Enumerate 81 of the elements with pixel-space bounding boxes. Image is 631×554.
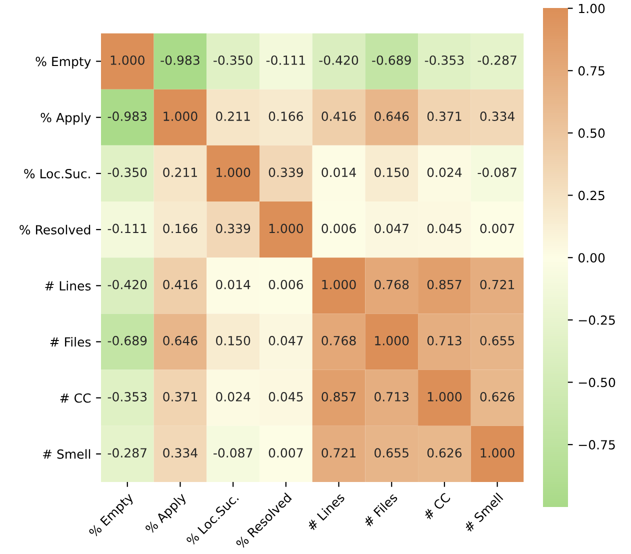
data-label: 0.339 bbox=[268, 168, 303, 178]
data-label: -0.689 bbox=[372, 55, 411, 65]
data-label: 0.045 bbox=[268, 392, 303, 402]
data-label: 0.339 bbox=[216, 224, 250, 234]
data-label: -0.087 bbox=[214, 448, 252, 458]
data-label: 0.721 bbox=[322, 448, 356, 458]
data-label: 0.713 bbox=[374, 392, 409, 402]
data-label: 0.006 bbox=[322, 224, 356, 234]
y-tick-label: # Smell bbox=[43, 449, 90, 459]
color-bar-label: −0.50 bbox=[578, 378, 616, 388]
data-label: 0.024 bbox=[427, 168, 462, 178]
data-label: 0.024 bbox=[216, 392, 250, 402]
data-label: 0.768 bbox=[322, 336, 356, 346]
data-label: 1.000 bbox=[110, 55, 144, 65]
data-label: -0.287 bbox=[108, 448, 146, 458]
data-label: 0.416 bbox=[163, 280, 198, 290]
data-label: 0.014 bbox=[322, 168, 356, 178]
data-label: -0.287 bbox=[478, 55, 516, 65]
data-label: 1.000 bbox=[216, 168, 250, 178]
x-tick-label: # CC bbox=[422, 492, 451, 520]
data-label: 0.047 bbox=[374, 224, 408, 234]
color-bar-label: −0.25 bbox=[578, 315, 615, 325]
data-label: 0.150 bbox=[374, 168, 409, 178]
y-tick-label: # Lines bbox=[45, 280, 91, 291]
data-label: 0.713 bbox=[427, 336, 462, 346]
data-label: 0.721 bbox=[480, 280, 514, 290]
data-label: -0.689 bbox=[108, 336, 147, 346]
data-label: -0.983 bbox=[160, 55, 200, 65]
y-tick-label: % Empty bbox=[36, 56, 91, 69]
data-label: 0.007 bbox=[480, 224, 514, 234]
data-label: 0.626 bbox=[480, 392, 514, 402]
color-bar-label: 0.00 bbox=[578, 253, 605, 263]
data-label: -0.111 bbox=[108, 224, 146, 234]
data-label: 0.150 bbox=[216, 336, 250, 346]
data-label: -0.983 bbox=[108, 112, 147, 122]
data-label: 1.000 bbox=[164, 112, 198, 122]
data-label: 0.857 bbox=[322, 392, 356, 402]
data-label: 0.014 bbox=[216, 280, 250, 290]
data-label: -0.353 bbox=[108, 392, 147, 402]
color-bar-label: 1.00 bbox=[578, 4, 605, 14]
data-label: -0.087 bbox=[478, 168, 516, 178]
data-label: 0.211 bbox=[216, 112, 250, 122]
data-label: -0.420 bbox=[108, 280, 147, 290]
data-label: 0.166 bbox=[268, 112, 304, 122]
data-label: -0.420 bbox=[319, 55, 358, 65]
data-label: -0.350 bbox=[108, 168, 147, 178]
data-label: 0.416 bbox=[322, 112, 356, 122]
data-label: 1.000 bbox=[269, 224, 303, 234]
data-label: 1.000 bbox=[322, 280, 356, 290]
data-label: 0.768 bbox=[374, 280, 409, 290]
data-label: 0.371 bbox=[163, 392, 197, 402]
data-label: 0.655 bbox=[480, 336, 514, 346]
data-label: 1.000 bbox=[428, 392, 462, 402]
y-tick-label: % Loc.Suc. bbox=[24, 168, 90, 178]
data-label: 0.211 bbox=[163, 168, 197, 178]
data-label: 0.857 bbox=[427, 280, 462, 290]
data-label: 0.006 bbox=[268, 280, 304, 290]
data-label: 0.371 bbox=[427, 112, 462, 122]
data-label: -0.353 bbox=[424, 55, 464, 65]
y-tick-label: # Files bbox=[50, 337, 91, 347]
y-tick-label: % Resolved bbox=[20, 224, 90, 234]
y-tick-label: % Apply bbox=[40, 112, 91, 125]
data-label: 0.166 bbox=[163, 224, 198, 234]
data-label: 1.000 bbox=[480, 448, 514, 458]
color-bar-label: −0.75 bbox=[578, 440, 615, 450]
data-label: 0.334 bbox=[480, 112, 514, 122]
color-bar-label: 0.75 bbox=[578, 66, 604, 76]
data-label: 0.646 bbox=[163, 336, 198, 346]
data-label: -0.350 bbox=[214, 55, 252, 65]
data-label: -0.111 bbox=[266, 55, 305, 65]
color-bar-label: 0.25 bbox=[578, 190, 604, 200]
data-label: 0.646 bbox=[374, 112, 409, 122]
data-label: 0.655 bbox=[374, 448, 408, 458]
y-tick-label: # CC bbox=[60, 393, 91, 403]
data-label: 0.626 bbox=[427, 448, 462, 458]
data-label: 0.334 bbox=[163, 448, 198, 458]
data-label: 0.007 bbox=[268, 448, 303, 458]
data-label: 1.000 bbox=[375, 336, 409, 346]
data-label: 0.045 bbox=[427, 224, 462, 234]
color-bar-label: 0.50 bbox=[578, 128, 605, 138]
data-label: 0.047 bbox=[268, 336, 303, 346]
